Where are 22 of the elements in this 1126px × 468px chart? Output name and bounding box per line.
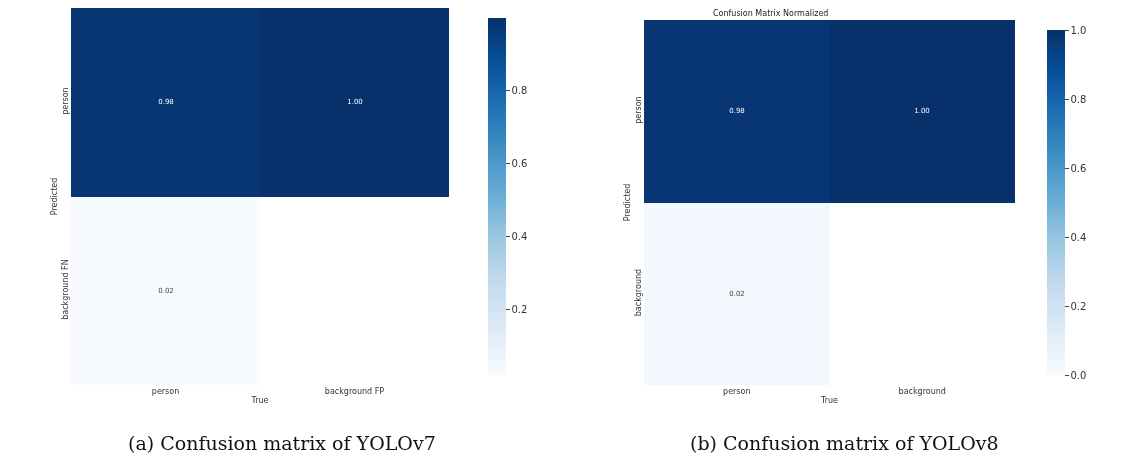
x-tick-label: person — [151, 387, 180, 396]
x-tick-label: background FP — [324, 387, 385, 396]
color-bar-label: 0.4 — [511, 231, 528, 243]
color-bar-label: 1.0 — [1070, 24, 1087, 36]
y-axis-title: Predicted — [623, 183, 633, 222]
color-bar-label: 0.6 — [511, 158, 528, 170]
color-bar-label: 0.2 — [511, 303, 528, 315]
x-tick-label: person — [723, 387, 751, 396]
text: (a) Confusion matrix of YOLOv7 — [128, 432, 436, 454]
text: (b) Confusion matrix of YOLOv8 — [690, 432, 999, 454]
color-bar-label: 0.2 — [1070, 300, 1087, 312]
chart-title: Confusion Matrix Normalized — [713, 9, 829, 18]
color-bar-label: 0.0 — [1070, 369, 1087, 381]
y-tick-label: background FN — [61, 259, 71, 320]
x-axis-title: True — [820, 396, 839, 406]
color-bar-label: 0.8 — [511, 85, 528, 97]
y-axis-title: Predicted — [50, 177, 60, 216]
x-tick-label: background — [898, 387, 946, 396]
x-axis-title: True — [250, 396, 269, 406]
color-bar-label: 0.6 — [1070, 162, 1087, 174]
color-bar-label: 0.4 — [1070, 231, 1087, 243]
color-bar-label: 0.8 — [1070, 93, 1087, 105]
